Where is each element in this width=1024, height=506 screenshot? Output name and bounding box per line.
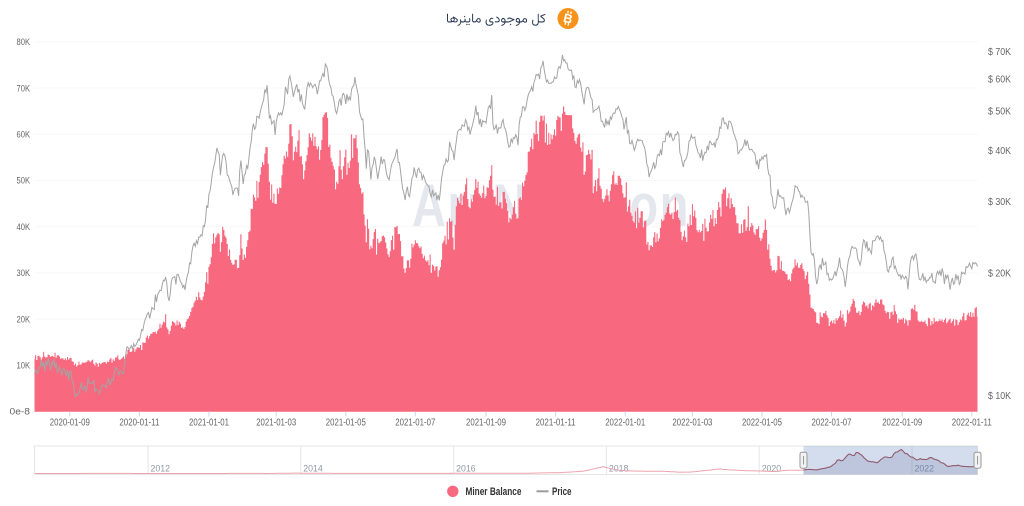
svg-text:B: B xyxy=(562,11,574,27)
svg-text:$ 40K: $ 40K xyxy=(988,146,1011,157)
svg-text:2022: 2022 xyxy=(915,464,935,475)
svg-text:70K: 70K xyxy=(17,83,31,93)
svg-text:$ 30K: $ 30K xyxy=(988,197,1011,208)
svg-text:$ 60K: $ 60K xyxy=(988,74,1011,85)
svg-text:2016: 2016 xyxy=(456,464,476,475)
svg-text:Miner Balance: Miner Balance xyxy=(466,486,522,498)
svg-text:2022-01-03: 2022-01-03 xyxy=(672,418,712,429)
svg-text:60K: 60K xyxy=(17,130,31,140)
svg-text:2021-01-05: 2021-01-05 xyxy=(326,418,366,429)
svg-text:2021-01-09: 2021-01-09 xyxy=(466,418,506,429)
svg-text:2021-01-01: 2021-01-01 xyxy=(189,418,229,429)
svg-text:2020-01-09: 2020-01-09 xyxy=(50,418,90,429)
svg-text:10K: 10K xyxy=(17,361,31,371)
svg-text:0e-8: 0e-8 xyxy=(10,407,31,417)
svg-text:80K: 80K xyxy=(17,37,31,47)
svg-text:40K: 40K xyxy=(17,222,31,232)
svg-text:2021-01-07: 2021-01-07 xyxy=(395,418,435,429)
svg-text:2022-01-11: 2022-01-11 xyxy=(952,418,992,429)
svg-text:Price: Price xyxy=(552,486,572,498)
svg-text:2021-01-03: 2021-01-03 xyxy=(256,418,296,429)
svg-text:2020-01-11: 2020-01-11 xyxy=(119,418,159,429)
svg-text:30K: 30K xyxy=(17,268,31,278)
svg-text:2022-01-01: 2022-01-01 xyxy=(605,418,645,429)
svg-text:$ 10K: $ 10K xyxy=(988,391,1011,402)
svg-text:2021-01-11: 2021-01-11 xyxy=(536,418,576,429)
svg-text:$ 20K: $ 20K xyxy=(988,269,1011,280)
svg-text:$ 50K: $ 50K xyxy=(988,107,1011,118)
svg-text:2012: 2012 xyxy=(151,464,171,475)
svg-text:2020: 2020 xyxy=(762,464,782,475)
svg-text:2014: 2014 xyxy=(303,464,323,475)
svg-text:2018: 2018 xyxy=(609,464,629,475)
svg-text:2022-01-05: 2022-01-05 xyxy=(742,418,782,429)
svg-text:50K: 50K xyxy=(17,176,31,186)
svg-text:2022-01-09: 2022-01-09 xyxy=(882,418,922,429)
svg-text:20K: 20K xyxy=(17,314,31,324)
svg-text:2022-01-07: 2022-01-07 xyxy=(812,418,852,429)
svg-text:$ 70K: $ 70K xyxy=(988,47,1011,58)
